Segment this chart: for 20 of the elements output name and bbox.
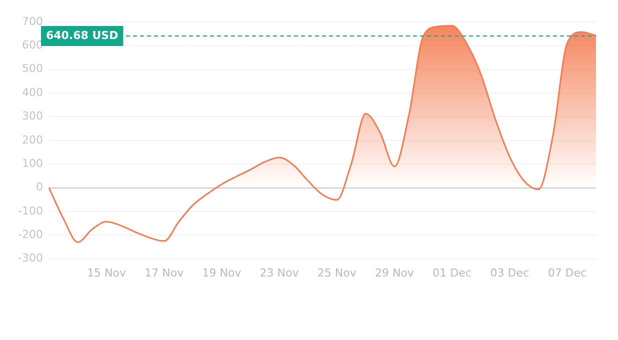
x-tick-label: 07 Dec [548, 266, 587, 280]
x-tick-label: 25 Nov [317, 266, 357, 280]
x-tick-label: 29 Nov [374, 266, 414, 280]
y-tick-label: -300 [18, 252, 43, 265]
x-tick-label: 23 Nov [260, 266, 300, 280]
x-tick-label: 19 Nov [202, 266, 242, 280]
y-tick-label: 100 [22, 156, 43, 170]
y-tick-label: 200 [22, 133, 43, 146]
y-tick-label: 500 [22, 62, 43, 76]
x-tick-label: 17 Nov [144, 266, 184, 280]
x-tick-label: 01 Dec [432, 266, 472, 280]
y-tick-label: -100 [18, 204, 43, 218]
y-tick-label: 400 [22, 86, 43, 99]
y-tick-label: 300 [22, 110, 43, 123]
y-tick-label: 700 [22, 14, 43, 28]
ref-line-label: 640.68 USD [46, 28, 118, 42]
x-tick-label: 15 Nov [87, 266, 127, 280]
x-tick-label: 03 Dec [490, 266, 530, 280]
y-tick-label: -200 [18, 228, 43, 241]
y-tick-label: 0 [36, 180, 43, 194]
